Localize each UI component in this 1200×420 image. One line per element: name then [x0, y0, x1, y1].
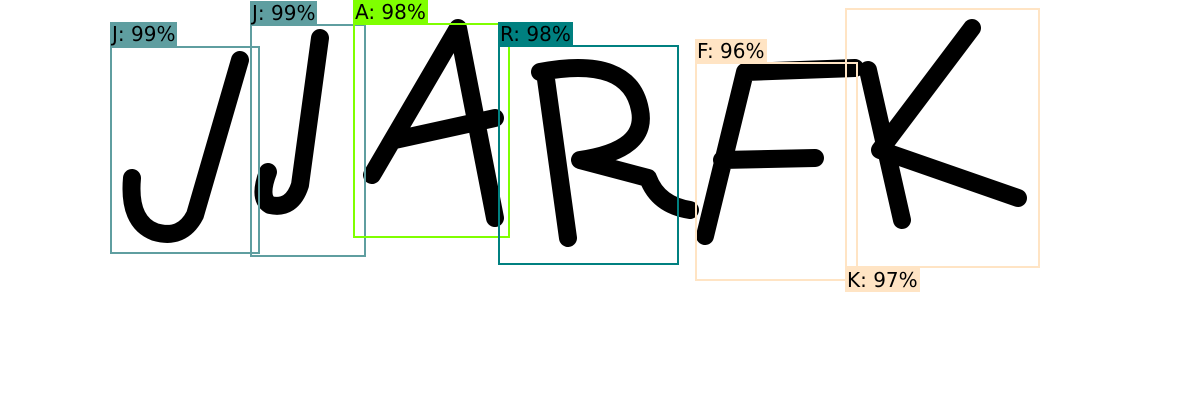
detection-box-k: [845, 8, 1040, 268]
detection-box-a: [353, 23, 510, 238]
detection-box-j-1: [110, 46, 260, 254]
glyph-r: [531, 59, 699, 247]
detection-label-j-2: J: 99%: [250, 1, 318, 25]
glyph-f: [696, 59, 864, 245]
glyph-j-2: [254, 29, 329, 215]
detection-label-j-1: J: 99%: [110, 22, 178, 46]
detection-box-j-2: [250, 24, 366, 257]
glyph-a: [363, 19, 504, 227]
detection-label-f: F: 96%: [695, 39, 767, 63]
detection-box-r: [498, 45, 679, 265]
glyph-k: [859, 19, 1027, 229]
detection-label-a: A: 98%: [353, 0, 428, 24]
detection-label-k: K: 97%: [845, 268, 920, 292]
detection-label-r: R: 98%: [498, 22, 573, 46]
detection-box-f: [695, 62, 858, 281]
glyph-j-1: [122, 51, 249, 243]
